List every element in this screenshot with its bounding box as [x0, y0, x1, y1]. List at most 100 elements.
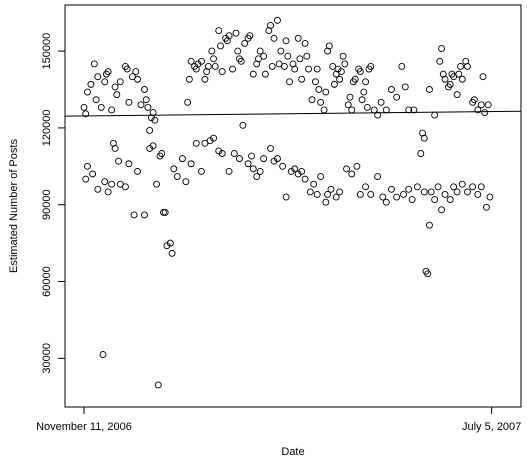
point: [393, 193, 401, 201]
point: [363, 103, 371, 111]
point: [108, 106, 116, 114]
point: [450, 183, 458, 191]
point: [279, 162, 287, 170]
point: [382, 198, 390, 206]
point: [198, 167, 205, 175]
point: [158, 150, 166, 157]
point: [125, 160, 133, 168]
point: [426, 221, 433, 229]
point: [146, 127, 154, 134]
point: [249, 165, 257, 173]
point: [115, 157, 122, 165]
point: [256, 167, 264, 175]
point: [356, 68, 364, 76]
point: [477, 101, 485, 109]
point: [99, 351, 107, 358]
point: [362, 78, 369, 86]
point: [351, 75, 359, 83]
point: [336, 75, 344, 83]
y-tick-label: 30000: [41, 343, 53, 374]
point: [401, 83, 409, 91]
point: [149, 142, 157, 150]
point: [343, 165, 350, 173]
point: [362, 183, 369, 191]
point: [291, 165, 299, 173]
point: [123, 65, 131, 73]
point: [236, 155, 243, 163]
fit-line: [64, 110, 522, 117]
point: [108, 180, 116, 188]
point: [142, 96, 150, 104]
point: [469, 183, 477, 191]
point: [458, 180, 466, 188]
point: [426, 86, 433, 93]
point: [377, 98, 385, 106]
point: [94, 185, 102, 193]
y-tick-label: 150000: [41, 33, 53, 70]
point: [325, 42, 333, 50]
point: [438, 45, 445, 52]
point: [92, 96, 100, 104]
point: [192, 139, 200, 147]
point: [267, 22, 274, 29]
point: [239, 121, 247, 129]
point: [280, 63, 288, 70]
point: [267, 144, 274, 152]
point: [187, 160, 195, 168]
point: [324, 191, 331, 198]
point: [237, 57, 245, 65]
point: [413, 183, 421, 191]
x-tick-label: July 5, 2007: [462, 421, 521, 433]
point: [260, 155, 268, 163]
point: [296, 55, 304, 63]
point: [134, 75, 141, 83]
point: [474, 191, 482, 198]
point: [436, 57, 444, 65]
point: [294, 34, 302, 42]
point: [479, 73, 487, 81]
point: [457, 63, 464, 70]
point: [306, 188, 314, 196]
point: [374, 173, 382, 181]
point: [168, 249, 176, 257]
point: [417, 150, 425, 157]
point: [134, 167, 141, 175]
point: [464, 188, 471, 196]
point: [125, 98, 133, 106]
point: [274, 16, 281, 24]
point: [270, 34, 278, 42]
point: [149, 109, 157, 116]
point: [398, 63, 406, 70]
point: [382, 106, 390, 114]
point: [483, 203, 490, 211]
point: [151, 116, 159, 124]
point: [160, 208, 167, 216]
point: [274, 155, 281, 163]
point: [244, 160, 252, 168]
point: [225, 167, 233, 175]
point: [97, 103, 105, 111]
point: [474, 106, 482, 114]
point: [379, 193, 387, 201]
point: [353, 162, 361, 170]
point: [253, 173, 261, 181]
point: [137, 101, 145, 109]
point: [336, 188, 344, 196]
point: [249, 70, 257, 78]
point: [211, 63, 219, 70]
point: [420, 134, 428, 142]
point: [187, 57, 195, 65]
point: [453, 188, 461, 196]
point: [441, 191, 449, 198]
point: [260, 52, 268, 60]
point: [246, 32, 254, 40]
point: [356, 191, 364, 198]
point: [116, 78, 124, 86]
point: [301, 39, 309, 47]
point: [313, 65, 321, 73]
x-tick-label: November 11, 2006: [36, 421, 132, 433]
point: [358, 96, 366, 104]
point: [388, 86, 395, 93]
point: [486, 193, 494, 201]
point: [320, 106, 328, 114]
